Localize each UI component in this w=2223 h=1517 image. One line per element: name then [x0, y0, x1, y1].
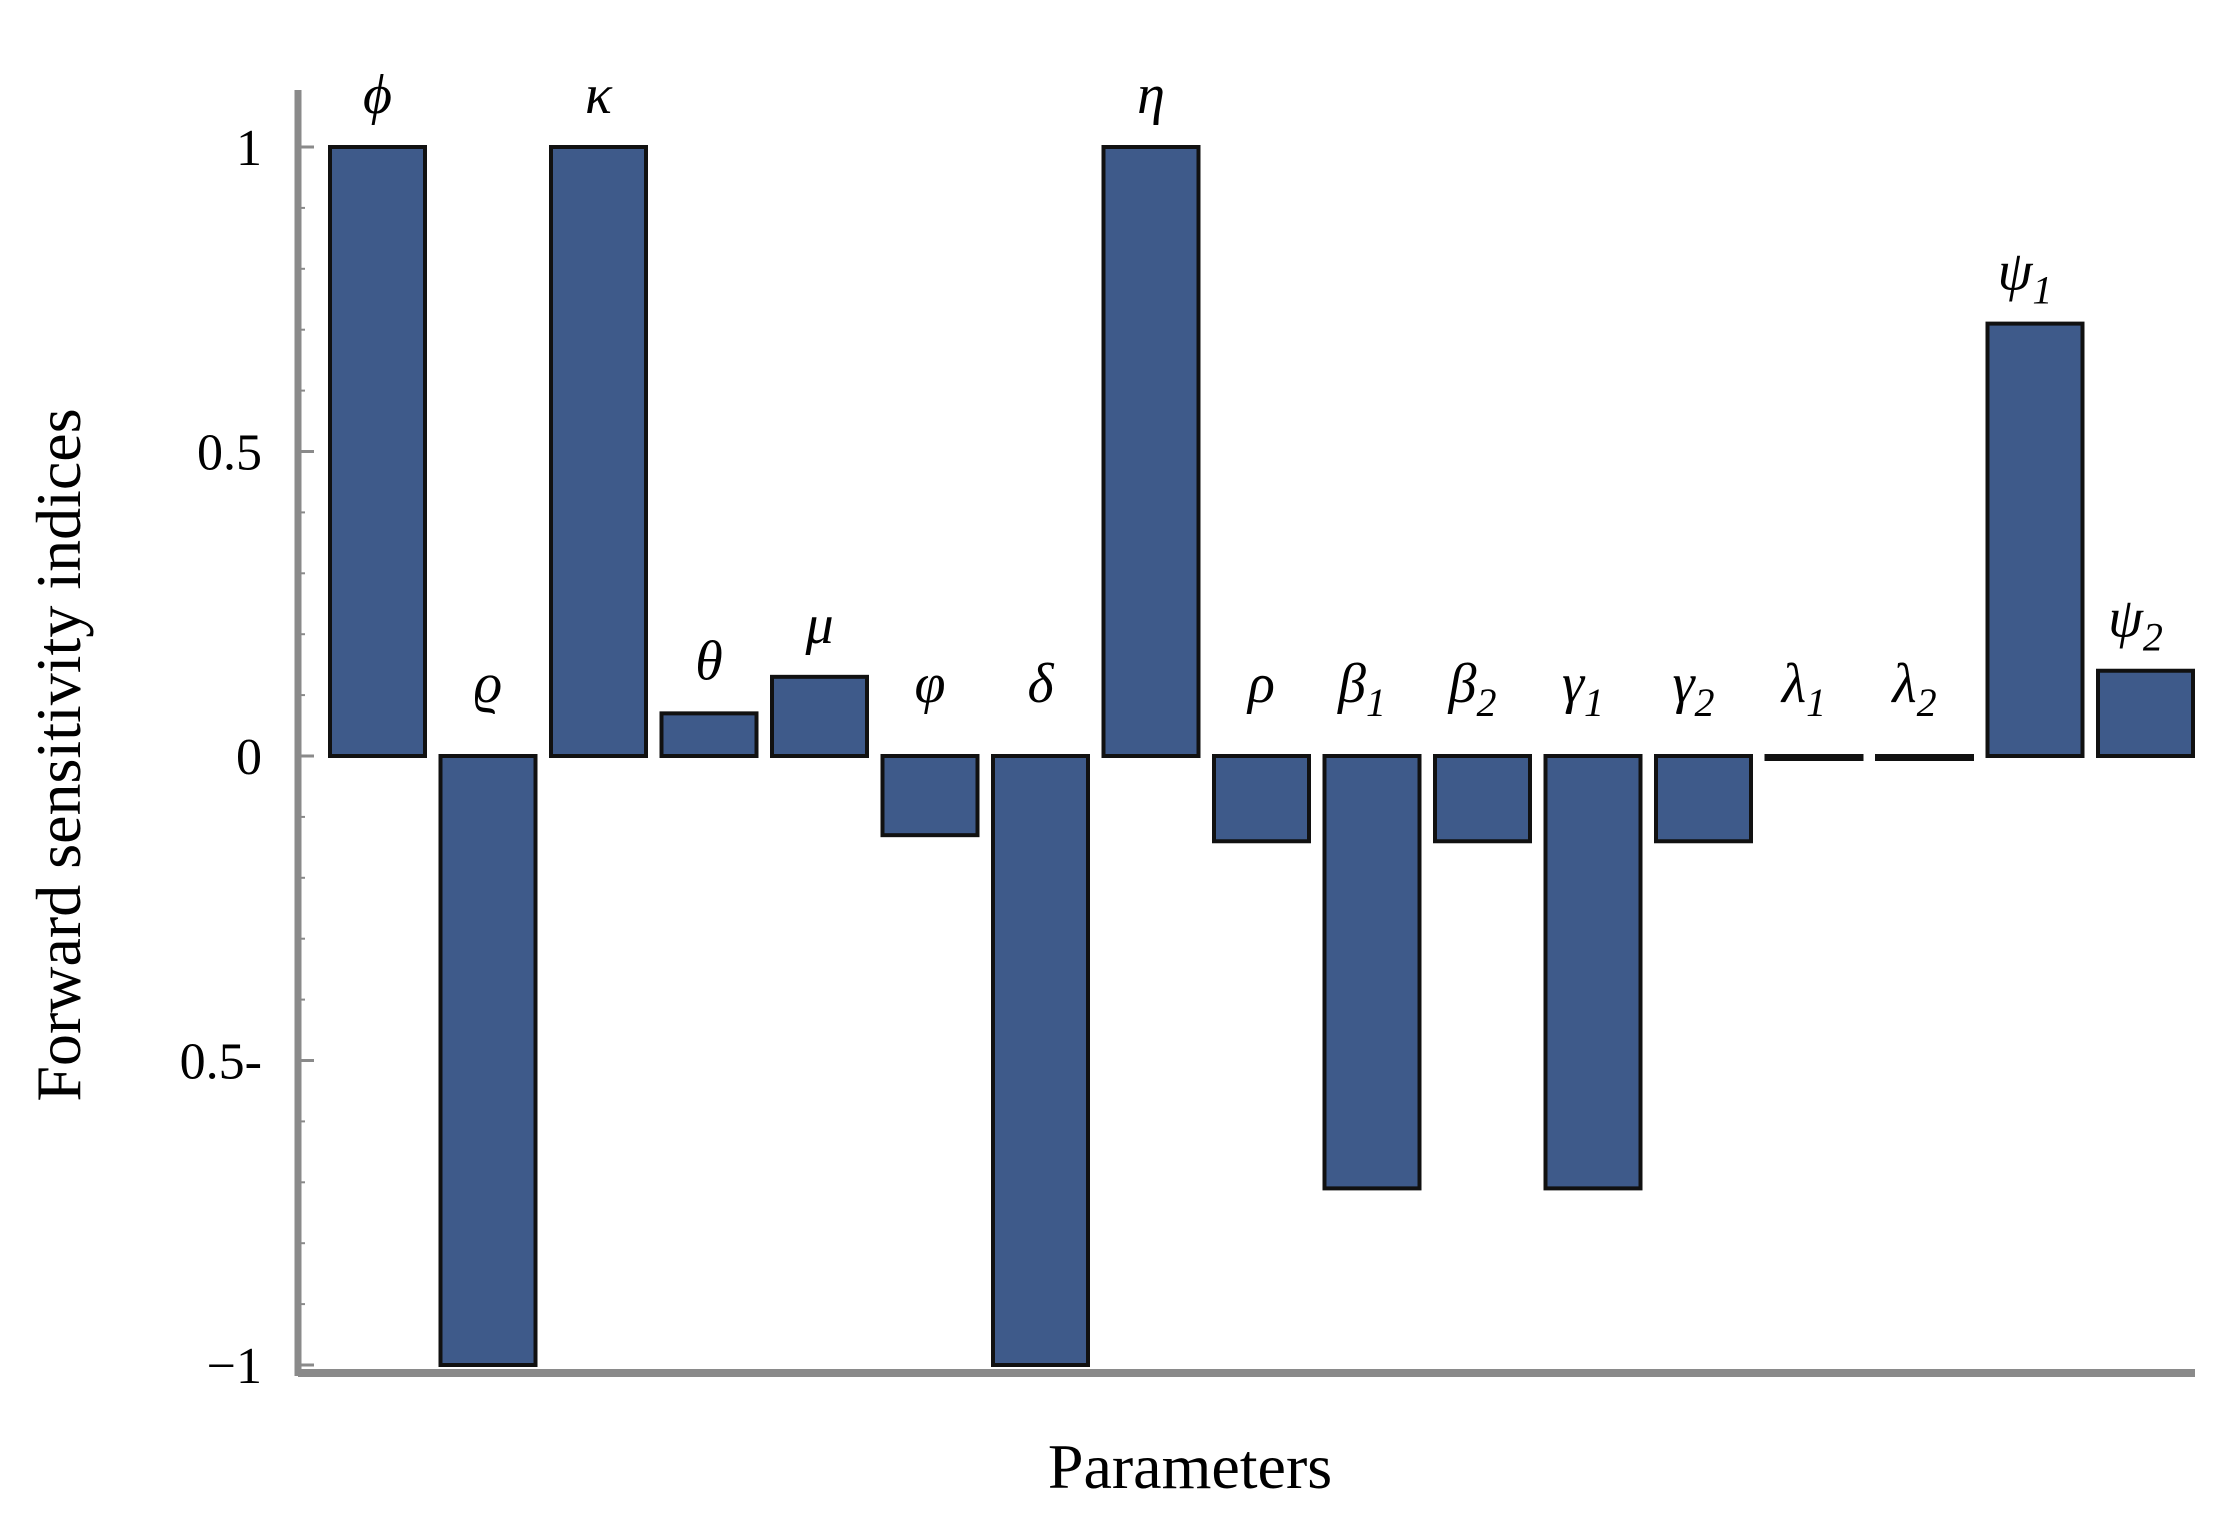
bar [1764, 754, 1864, 761]
category-label: ϱ [474, 653, 502, 715]
bar [1322, 754, 1422, 1191]
bar [991, 754, 1090, 1367]
category-label: λ2 [1890, 653, 1936, 725]
bar [770, 674, 869, 759]
bar [1875, 754, 1974, 761]
y-tick-label: 0.5- [180, 1034, 262, 1091]
bar [549, 145, 648, 758]
bar [328, 145, 427, 758]
bars [328, 145, 2195, 1367]
category-label: β2 [1448, 653, 1497, 725]
category-label: ϕ [363, 64, 392, 126]
category-label: γ1 [1562, 653, 1604, 725]
category-label: κ [585, 64, 613, 126]
y-axis-ticks: 1 0.5 0 0.5- −1 [180, 120, 314, 1395]
category-label: η [1137, 64, 1165, 126]
category-label: γ2 [1672, 653, 1714, 725]
y-tick-label: −1 [207, 1338, 262, 1395]
bar [1101, 145, 1201, 758]
category-label: λ1 [1780, 653, 1826, 725]
y-tick-label: 0.5 [197, 425, 262, 482]
category-labels: ϕ ϱ κ θ μ φ δ η ρ β1 β2 γ1 γ2 λ1 λ2 ψ1 ψ2 [363, 64, 2163, 725]
category-label: ρ [1246, 653, 1275, 715]
bar [880, 754, 980, 838]
category-label: φ [915, 653, 946, 715]
y-tick-label: 1 [236, 120, 262, 177]
bar [659, 711, 759, 758]
bar [1433, 754, 1532, 844]
bar [1212, 754, 1311, 844]
category-label: δ [1027, 653, 1054, 715]
bar [2096, 668, 2195, 758]
bar [438, 754, 538, 1367]
x-axis-title: Parameters [1048, 1431, 1332, 1502]
category-label: ψ1 [1998, 241, 2053, 313]
category-label: β1 [1337, 653, 1386, 725]
category-label: μ [804, 594, 833, 656]
category-label: ψ2 [2108, 588, 2163, 660]
axes [294, 90, 2195, 1377]
category-label: θ [695, 630, 723, 692]
bar [1985, 321, 2085, 758]
bar [1543, 754, 1643, 1191]
bar [1654, 754, 1753, 844]
y-tick-label: 0 [236, 729, 262, 786]
y-axis-title: Forward sensitivity indices [23, 408, 94, 1101]
